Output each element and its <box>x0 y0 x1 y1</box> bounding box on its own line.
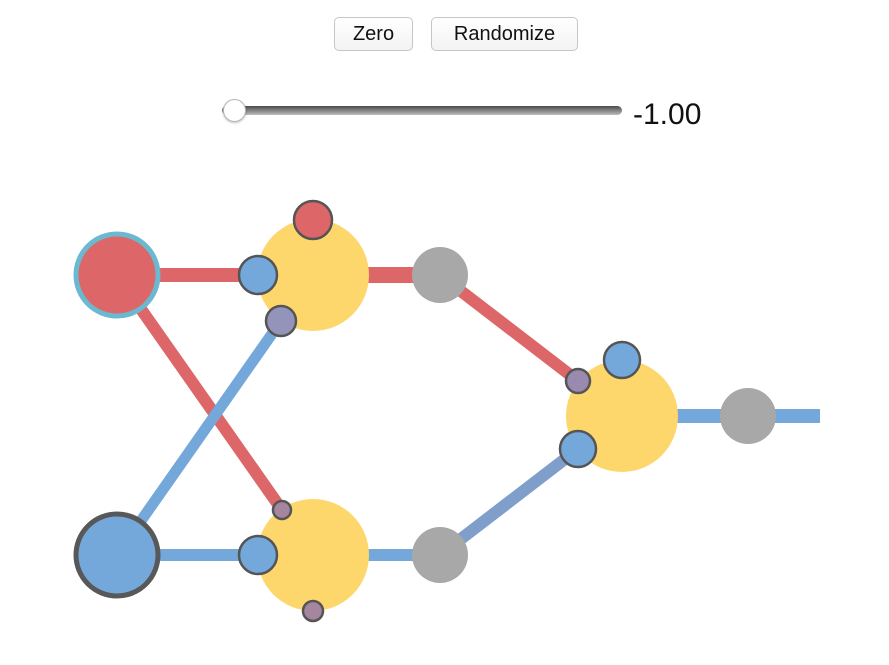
edge-input2-hidden1 <box>112 317 286 559</box>
hidden-neuron-1 <box>257 219 369 331</box>
bias-knob-hidden1[interactable] <box>292 199 334 241</box>
input-neuron-2[interactable] <box>73 511 161 599</box>
edge-gray1-output <box>436 270 582 386</box>
activation-node-output <box>720 388 776 444</box>
value-slider-thumb[interactable] <box>223 99 246 122</box>
controls-panel: Zero Randomize -1.00 <box>0 0 889 160</box>
weight-knob-out-g2[interactable] <box>558 429 598 469</box>
edge-input1-hidden2 <box>112 271 287 514</box>
weight-knob-h1-in1[interactable] <box>237 254 279 296</box>
randomize-button[interactable]: Randomize <box>431 17 578 51</box>
bias-knob-hidden2[interactable] <box>301 599 325 623</box>
bias-knob-output[interactable] <box>602 340 642 380</box>
activation-node-1 <box>412 247 468 303</box>
input-neuron-1[interactable] <box>73 231 161 319</box>
hidden-neuron-2 <box>257 499 369 611</box>
weight-knob-h2-in1[interactable] <box>271 499 293 521</box>
value-slider-track[interactable] <box>222 106 622 115</box>
activation-node-2 <box>412 527 468 583</box>
weight-knob-h1-in2[interactable] <box>264 304 298 338</box>
weight-knob-h2-in2[interactable] <box>237 534 279 576</box>
slider-value-readout: -1.00 <box>633 98 702 131</box>
weight-knob-out-g1[interactable] <box>564 367 592 395</box>
edge-gray2-output <box>436 444 582 560</box>
network-edges <box>112 267 820 561</box>
zero-button[interactable]: Zero <box>334 17 413 51</box>
